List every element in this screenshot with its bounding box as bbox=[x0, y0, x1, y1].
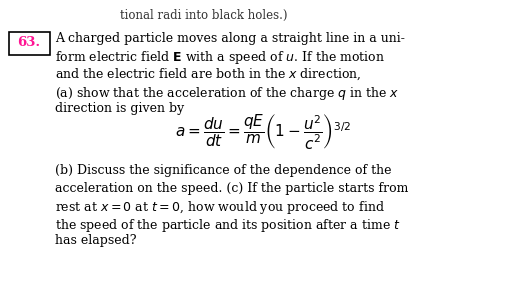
FancyBboxPatch shape bbox=[8, 31, 49, 54]
Text: direction is given by: direction is given by bbox=[55, 102, 184, 115]
Text: $a = \dfrac{du}{dt} = \dfrac{qE}{m}\left(1 - \dfrac{u^2}{c^2}\right)^{3/2}$: $a = \dfrac{du}{dt} = \dfrac{qE}{m}\left… bbox=[175, 112, 351, 151]
Text: the speed of the particle and its position after a time $t$: the speed of the particle and its positi… bbox=[55, 217, 401, 234]
Text: and the electric field are both in the $x$ direction,: and the electric field are both in the $… bbox=[55, 67, 361, 82]
Text: 63.: 63. bbox=[17, 36, 41, 49]
Text: form electric field $\mathbf{E}$ with a speed of $u$. If the motion: form electric field $\mathbf{E}$ with a … bbox=[55, 49, 385, 67]
Text: (a) show that the acceleration of the charge $q$ in the $x$: (a) show that the acceleration of the ch… bbox=[55, 84, 399, 102]
Text: acceleration on the speed. (c) If the particle starts from: acceleration on the speed. (c) If the pa… bbox=[55, 182, 408, 195]
Text: tional radi into black holes.): tional radi into black holes.) bbox=[120, 9, 288, 22]
Text: A charged particle moves along a straight line in a uni-: A charged particle moves along a straigh… bbox=[55, 32, 405, 45]
Text: (b) Discuss the significance of the dependence of the: (b) Discuss the significance of the depe… bbox=[55, 164, 391, 177]
Text: has elapsed?: has elapsed? bbox=[55, 234, 137, 247]
Text: rest at $x = 0$ at $t = 0$, how would you proceed to find: rest at $x = 0$ at $t = 0$, how would yo… bbox=[55, 199, 385, 216]
